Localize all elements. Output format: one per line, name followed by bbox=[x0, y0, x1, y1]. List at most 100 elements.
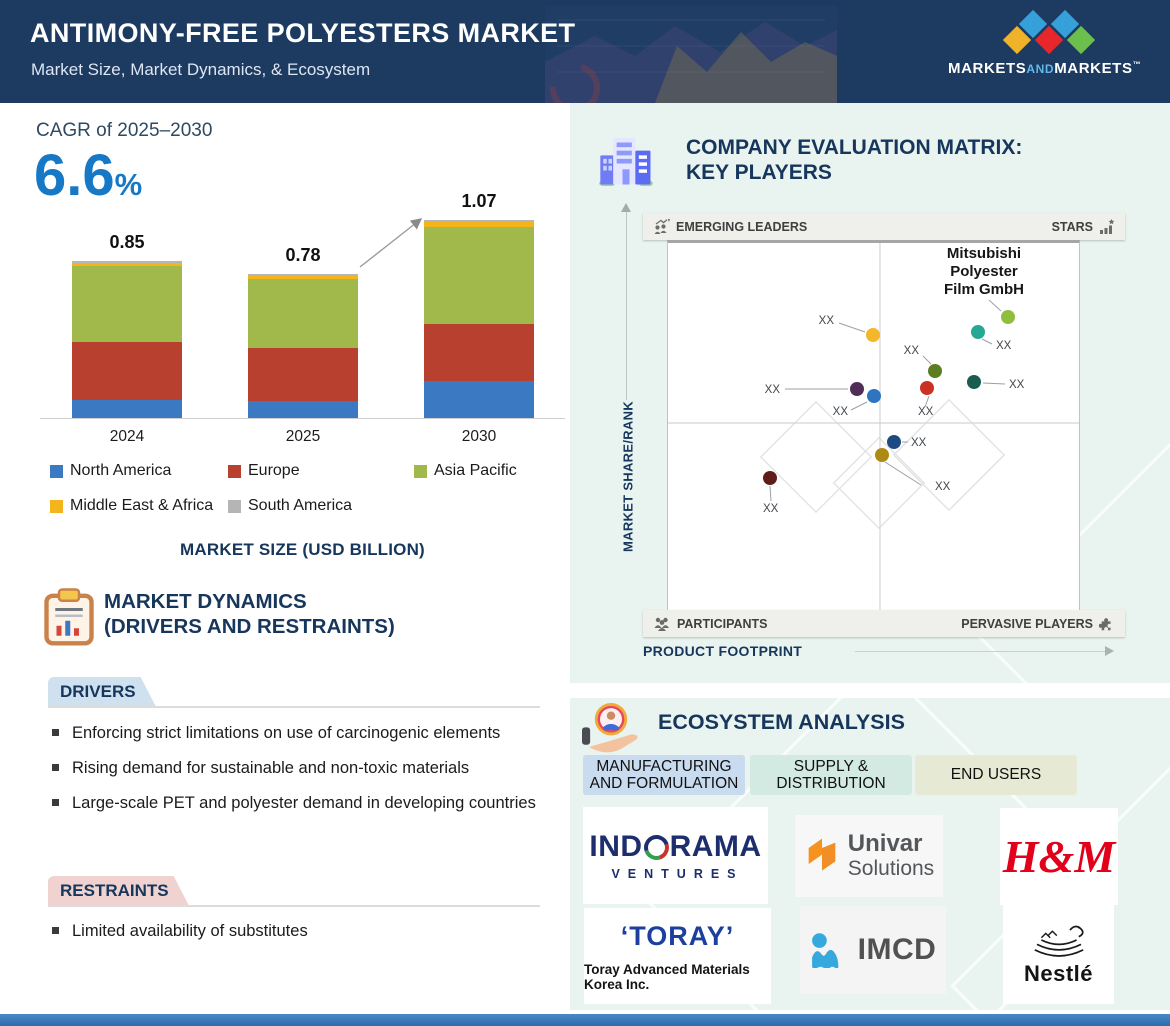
bar-segment-south-america bbox=[248, 273, 358, 276]
company-point-label: XX bbox=[819, 315, 835, 327]
brand-wordmark: MARKETSANDMARKETS™ bbox=[948, 60, 1142, 77]
driver-item: Large-scale PET and polyester demand in … bbox=[52, 792, 550, 814]
emerging-leaders-icon bbox=[654, 218, 670, 234]
cagr-value: 6.6% bbox=[34, 143, 143, 208]
bullet-square bbox=[52, 764, 59, 772]
quadrant-label-pervasive-players: PERVASIVE PLAYERS bbox=[961, 616, 1093, 631]
company-point-label: XX bbox=[911, 437, 927, 449]
nestle-nest-icon bbox=[1033, 925, 1084, 957]
company-point bbox=[1001, 310, 1015, 324]
bar-segment-europe bbox=[424, 323, 534, 381]
quadrant-label-participants: PARTICIPANTS bbox=[677, 616, 768, 631]
bullet-square bbox=[52, 729, 59, 736]
company-point-label: XX bbox=[833, 406, 849, 418]
company-point bbox=[971, 325, 985, 339]
company-point bbox=[850, 382, 864, 396]
company-point-label: XX bbox=[935, 481, 951, 493]
univar-icon bbox=[808, 838, 836, 871]
participants-icon bbox=[654, 617, 669, 631]
bar-segment-south-america bbox=[72, 260, 182, 263]
bar-year-label: 2025 bbox=[285, 428, 321, 445]
matrix-top-band: EMERGING LEADERS STARS bbox=[643, 213, 1125, 240]
leader-line bbox=[981, 338, 993, 345]
logo-hm: H&M bbox=[1000, 808, 1118, 905]
driver-item: Enforcing strict limitations on use of c… bbox=[52, 722, 550, 744]
logo-nestle: Nestlé bbox=[1003, 903, 1114, 1004]
bullet-text: Limited availability of substitutes bbox=[72, 922, 308, 940]
company-point bbox=[763, 471, 777, 485]
legend-label: Europe bbox=[248, 462, 300, 479]
leader-line bbox=[850, 401, 868, 411]
company-point bbox=[867, 389, 881, 403]
company-point-label: XX bbox=[1009, 379, 1025, 391]
legend-label: Middle East & Africa bbox=[70, 497, 214, 514]
bar-segment-europe bbox=[248, 347, 358, 402]
matrix-bottom-band: PARTICIPANTS PERVASIVE PLAYERS bbox=[643, 610, 1125, 637]
growth-arrow bbox=[359, 218, 423, 268]
y-axis-line bbox=[626, 212, 627, 400]
ecosystem-column-manufacturing: MANUFACTURING AND FORMULATION bbox=[583, 755, 745, 795]
bar-segment-north-america bbox=[72, 399, 182, 418]
legend-item-europe: Europe bbox=[228, 462, 414, 480]
bar-segment-middle-east-africa bbox=[424, 221, 534, 228]
x-axis-arrowhead bbox=[1105, 646, 1114, 656]
indorama-o-icon bbox=[639, 830, 673, 864]
highlighted-company-label: Mitsubishi Polyester Film GmbH bbox=[943, 245, 1024, 298]
bar-segment-asia-pacific bbox=[72, 266, 182, 343]
bar-year-label: 2030 bbox=[461, 428, 497, 445]
logo-imcd: IMCD bbox=[800, 906, 946, 994]
ecosystem-icon bbox=[582, 696, 640, 759]
legend-swatch bbox=[414, 464, 427, 478]
company-point bbox=[866, 328, 880, 342]
company-point-label: XX bbox=[763, 503, 779, 515]
legend-item-north-america: North America bbox=[50, 462, 228, 480]
bar-year-label: 2024 bbox=[109, 428, 145, 445]
matrix-title: COMPANY EVALUATION MATRIX: KEY PLAYERS bbox=[686, 136, 1023, 184]
restraints-list: Limited availability of substitutes bbox=[52, 920, 550, 955]
bar-segment-middle-east-africa bbox=[72, 262, 182, 267]
bar-value-label: 1.07 bbox=[461, 191, 497, 212]
brand-logo: MARKETSANDMARKETS™ bbox=[948, 8, 1142, 77]
watermark-diamond bbox=[832, 436, 926, 530]
stars-icon bbox=[1100, 218, 1115, 234]
leader-line bbox=[838, 322, 866, 333]
company-point-label: XX bbox=[918, 406, 934, 418]
bullet-text: Enforcing strict limitations on use of c… bbox=[72, 724, 501, 742]
legend-swatch bbox=[228, 499, 241, 513]
leader-line bbox=[988, 299, 1002, 312]
market-size-bar-chart: 0.85 2024 0.78 2025 1.07 2030 bbox=[40, 158, 565, 445]
bar-segment-south-america bbox=[424, 220, 534, 222]
ecosystem-title: ECOSYSTEM ANALYSIS bbox=[658, 710, 905, 734]
logo-toray: ‘TORAY’ Toray Advanced Materials Korea I… bbox=[584, 908, 771, 1004]
drivers-divider bbox=[48, 706, 540, 708]
x-axis-line bbox=[855, 651, 1105, 652]
legend-item-asia-pacific: Asia Pacific bbox=[414, 462, 555, 480]
imcd-icon bbox=[811, 933, 839, 968]
restraint-item: Limited availability of substitutes bbox=[52, 920, 550, 942]
market-dynamics-title: MARKET DYNAMICS (DRIVERS AND RESTRAINTS) bbox=[104, 590, 395, 638]
leader-line bbox=[924, 395, 930, 408]
restraints-divider bbox=[48, 905, 540, 907]
y-axis-arrowhead bbox=[621, 203, 631, 212]
leader-line bbox=[982, 382, 1006, 385]
company-point-label: XX bbox=[996, 340, 1012, 352]
bullet-text: Large-scale PET and polyester demand in … bbox=[72, 794, 536, 813]
quadrant-label-emerging-leaders: EMERGING LEADERS bbox=[676, 219, 808, 234]
bar-segment-asia-pacific bbox=[424, 227, 534, 324]
x-axis-label: PRODUCT FOOTPRINT bbox=[643, 643, 803, 659]
quadrant-label-stars: STARS bbox=[1051, 219, 1093, 234]
bar-segment-middle-east-africa bbox=[248, 275, 358, 280]
bar-2030 bbox=[424, 220, 534, 418]
company-point-label: XX bbox=[765, 384, 781, 396]
driver-item: Rising demand for sustainable and non-to… bbox=[52, 757, 550, 779]
legend-label: North America bbox=[70, 462, 172, 479]
legend-item-middle-east-africa: Middle East & Africa bbox=[50, 497, 228, 515]
clipboard-icon bbox=[44, 588, 94, 651]
page-subtitle: Market Size, Market Dynamics, & Ecosyste… bbox=[31, 60, 371, 79]
legend-label: Asia Pacific bbox=[434, 462, 517, 479]
bar-2025 bbox=[248, 273, 358, 418]
company-point-label: XX bbox=[904, 345, 920, 357]
watermark-diamond bbox=[759, 400, 873, 514]
legend-label: South America bbox=[248, 497, 353, 514]
bullet-square bbox=[52, 927, 59, 934]
